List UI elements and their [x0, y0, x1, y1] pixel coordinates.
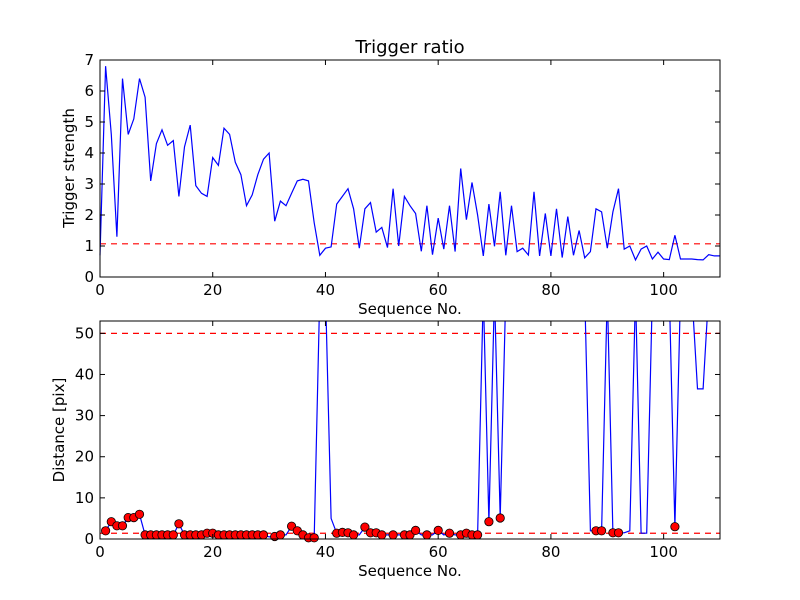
x-tick-label: 0 [95, 281, 105, 299]
series-line-distance [105, 321, 708, 539]
data-point [670, 522, 680, 532]
data-point [309, 533, 319, 543]
data-point [613, 528, 624, 538]
marker-group [101, 509, 680, 543]
y-tick-label: 0 [84, 268, 94, 286]
data-point [275, 530, 285, 540]
data-point [410, 525, 421, 536]
y-tick-label: 6 [84, 82, 94, 100]
y-tick-label: 0 [84, 530, 94, 548]
data-point [101, 526, 111, 536]
data-point [134, 509, 145, 519]
y-tick-label: 20 [75, 448, 94, 466]
data-point [377, 530, 387, 540]
data-point [422, 530, 432, 540]
y-axis-label-top: Trigger strength [60, 108, 78, 229]
data-point [168, 530, 178, 540]
y-axis-label-bottom: Distance [pix] [50, 378, 68, 483]
x-tick-label: 100 [649, 543, 678, 561]
x-tick-label: 40 [316, 281, 335, 299]
plot-trigger-strength: 0 20 40 60 80 100 0 1 2 3 4 5 6 7 Sequence No. Trigge… [60, 51, 721, 318]
tick-group-bottom: 0 20 40 60 80 100 0 10 20 30 40 50 [75, 321, 720, 561]
x-tick-label: 20 [203, 543, 222, 561]
y-tick-label: 50 [75, 324, 94, 342]
x-tick-label: 60 [429, 281, 448, 299]
x-tick-label: 0 [95, 543, 105, 561]
x-tick-label: 80 [541, 281, 560, 299]
data-point [174, 519, 184, 529]
y-tick-label: 40 [75, 365, 94, 383]
data-point [444, 528, 455, 538]
y-tick-label: 7 [84, 51, 94, 69]
x-tick-label: 80 [541, 543, 560, 561]
y-tick-label: 10 [75, 489, 94, 507]
x-tick-label: 20 [203, 281, 222, 299]
x-axis-label-top: Sequence No. [358, 300, 462, 318]
data-point [433, 525, 443, 536]
y-tick-label: 5 [84, 113, 94, 131]
series-line-trigger-strength [99, 66, 720, 262]
tick-group-top: 0 20 40 60 80 100 0 1 2 3 4 5 6 7 [84, 51, 720, 299]
y-tick-label: 30 [75, 407, 94, 425]
plot-distance: 0 20 40 60 80 100 0 10 20 30 40 50 Sequence No. Dis… [50, 320, 721, 580]
x-tick-label: 100 [649, 281, 678, 299]
x-tick-label: 40 [316, 543, 335, 561]
data-point [388, 530, 398, 540]
data-point [360, 522, 370, 532]
y-tick-label: 1 [84, 237, 94, 255]
data-point [258, 530, 269, 540]
y-tick-label: 3 [84, 175, 94, 193]
plot-frame-bottom [99, 320, 721, 540]
data-point [348, 530, 359, 540]
x-axis-label-bottom: Sequence No. [358, 562, 462, 580]
y-tick-label: 4 [84, 144, 94, 162]
x-tick-label: 60 [429, 543, 448, 561]
plot-frame-top [99, 59, 721, 278]
data-point [596, 526, 607, 536]
data-point [472, 530, 483, 540]
chart-title: Trigger ratio [354, 37, 464, 58]
data-point [484, 517, 494, 527]
data-point [495, 513, 505, 523]
y-tick-label: 2 [84, 206, 94, 224]
data-point [117, 521, 128, 531]
